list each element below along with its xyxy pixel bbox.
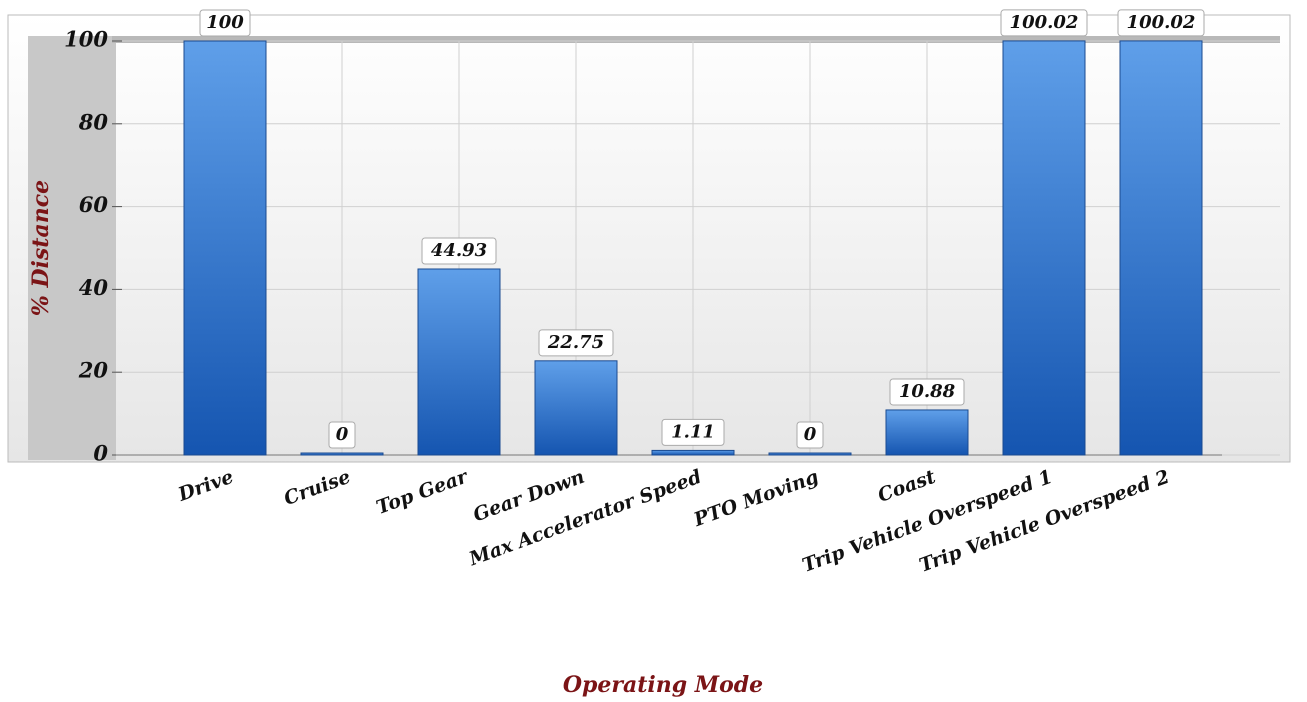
x-axis-label: Operating Mode: [563, 672, 763, 698]
y-tick-label: 80: [78, 109, 109, 134]
value-label: 0: [804, 424, 817, 445]
x-tick-label: Top Gear: [373, 465, 472, 519]
x-tick-label: Cruise: [281, 466, 353, 510]
x-tick-label: Coast: [875, 466, 939, 507]
bar: [651, 449, 735, 456]
value-label-box: [421, 237, 497, 265]
value-label: 100.02: [1127, 12, 1196, 33]
value-label: 1.11: [671, 421, 715, 442]
y-tick-label: 100: [64, 27, 108, 52]
value-label: 100.02: [1010, 12, 1079, 33]
value-label: 10.88: [899, 381, 956, 402]
bar: [1119, 40, 1203, 456]
bar: [768, 452, 852, 456]
value-label-box: [1000, 9, 1088, 37]
y-tick-label: 0: [93, 441, 108, 466]
y-axis-label: % Distance: [28, 180, 54, 316]
bar: [183, 40, 267, 456]
bar: [300, 452, 384, 456]
value-label-box: [661, 418, 725, 446]
value-label-box: [796, 421, 824, 449]
x-tick-label: PTO Moving: [690, 466, 821, 532]
value-label: 22.75: [547, 332, 604, 353]
bar: [1002, 40, 1086, 456]
value-label: 44.93: [431, 240, 487, 261]
y-tick-label: 60: [79, 192, 109, 217]
value-label-box: [889, 378, 965, 406]
value-label-box: [328, 421, 356, 449]
value-label-box: [538, 329, 614, 357]
bar: [885, 409, 969, 456]
x-tick-label: Drive: [175, 466, 237, 506]
bar: [534, 360, 618, 456]
top-edge: [112, 36, 1280, 43]
value-label: 0: [336, 424, 349, 445]
value-label: 100: [206, 12, 244, 33]
y-tick-label: 40: [79, 275, 109, 300]
value-label-box: [199, 9, 251, 37]
value-label-box: [1117, 9, 1205, 37]
bar: [417, 268, 501, 456]
y-tick-label: 20: [78, 358, 109, 383]
axis-panel: [28, 36, 116, 460]
